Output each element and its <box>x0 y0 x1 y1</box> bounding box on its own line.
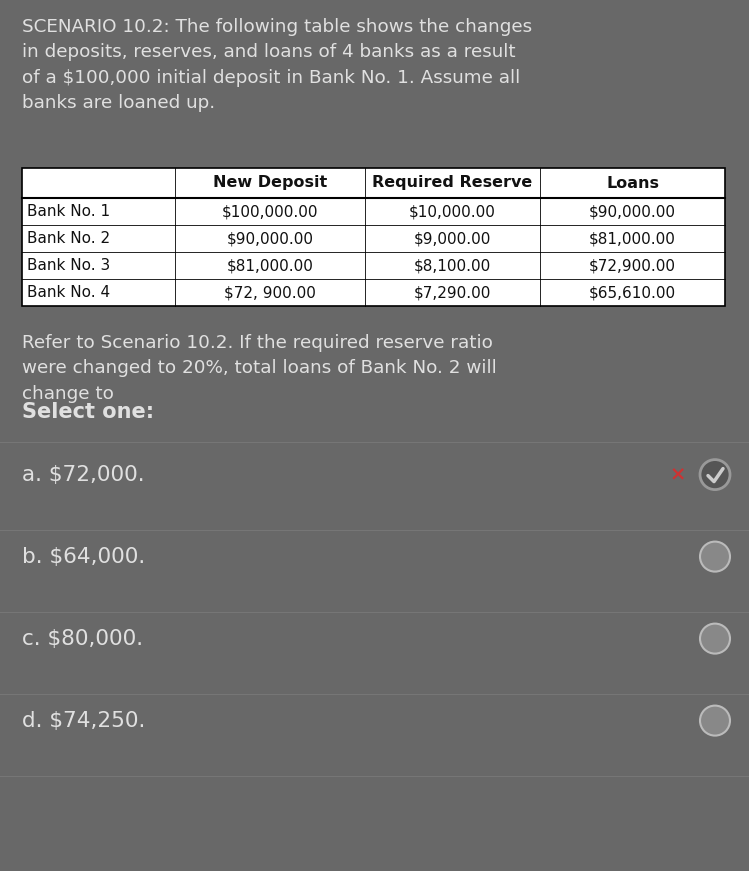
Text: Loans: Loans <box>606 175 659 191</box>
Bar <box>22 168 725 306</box>
Text: Bank No. 1: Bank No. 1 <box>27 204 110 219</box>
Text: $90,000.00: $90,000.00 <box>226 231 314 246</box>
Circle shape <box>700 542 730 571</box>
Text: Refer to Scenario 10.2. If the required reserve ratio
were changed to 20%, total: Refer to Scenario 10.2. If the required … <box>22 334 497 402</box>
Text: $81,000.00: $81,000.00 <box>226 258 313 273</box>
Text: $90,000.00: $90,000.00 <box>589 204 676 219</box>
Text: SCENARIO 10.2: The following table shows the changes
in deposits, reserves, and : SCENARIO 10.2: The following table shows… <box>22 18 532 111</box>
Text: d. $74,250.: d. $74,250. <box>22 711 145 731</box>
Text: $10,000.00: $10,000.00 <box>409 204 496 219</box>
Text: $65,610.00: $65,610.00 <box>589 285 676 300</box>
Text: $81,000.00: $81,000.00 <box>589 231 676 246</box>
Text: ×: × <box>670 465 686 484</box>
Circle shape <box>700 460 730 490</box>
Text: b. $64,000.: b. $64,000. <box>22 547 145 567</box>
Text: a. $72,000.: a. $72,000. <box>22 464 145 484</box>
Text: Required Reserve: Required Reserve <box>372 175 533 191</box>
Text: c. $80,000.: c. $80,000. <box>22 629 143 649</box>
Text: $72, 900.00: $72, 900.00 <box>224 285 316 300</box>
Text: Bank No. 4: Bank No. 4 <box>27 285 110 300</box>
Text: $72,900.00: $72,900.00 <box>589 258 676 273</box>
Circle shape <box>700 706 730 736</box>
Text: $9,000.00: $9,000.00 <box>413 231 491 246</box>
Text: Bank No. 2: Bank No. 2 <box>27 231 110 246</box>
Circle shape <box>700 624 730 653</box>
Text: Select one:: Select one: <box>22 402 154 422</box>
Text: $100,000.00: $100,000.00 <box>222 204 318 219</box>
Text: $8,100.00: $8,100.00 <box>414 258 491 273</box>
Text: New Deposit: New Deposit <box>213 175 327 191</box>
Text: $7,290.00: $7,290.00 <box>413 285 491 300</box>
Text: Bank No. 3: Bank No. 3 <box>27 258 110 273</box>
